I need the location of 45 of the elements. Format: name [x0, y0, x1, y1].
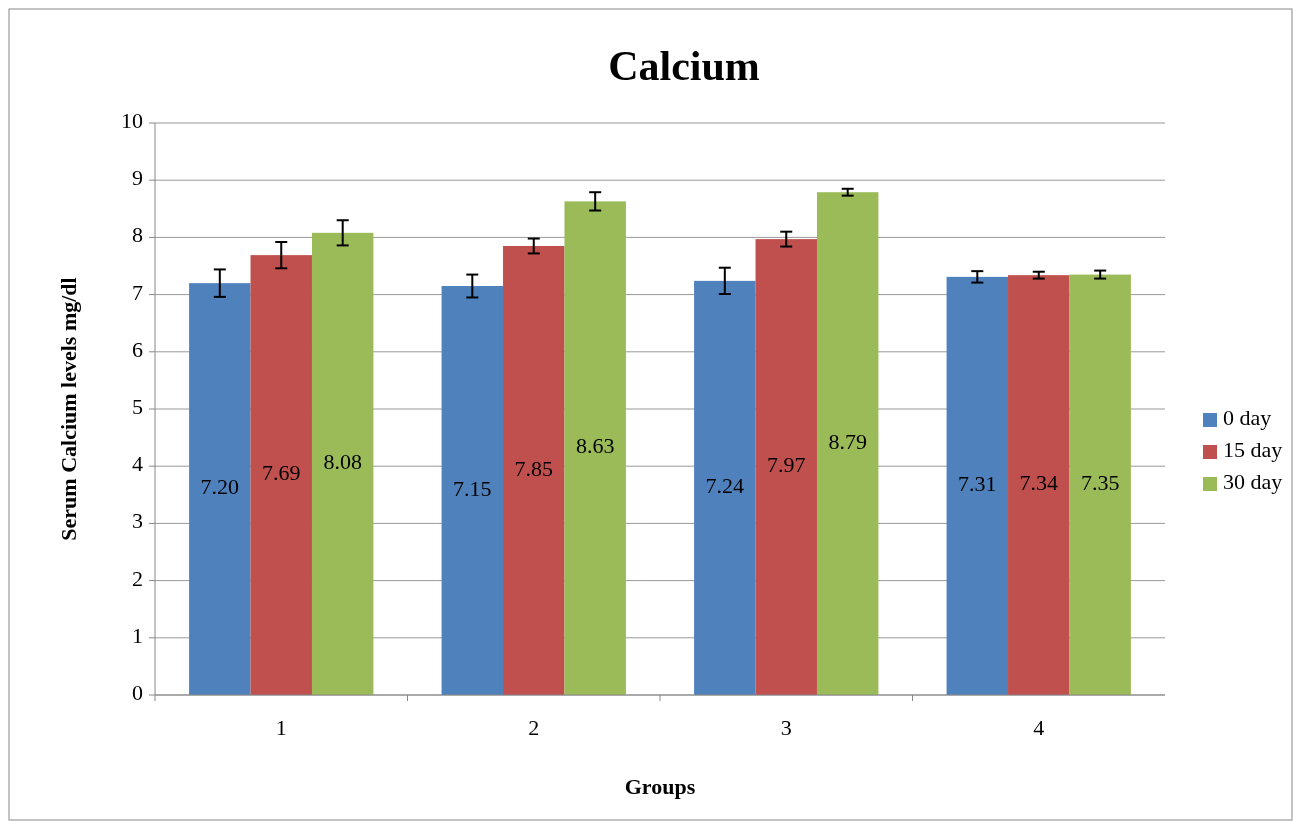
- bar: [250, 255, 312, 695]
- y-tick-label: 0: [132, 680, 143, 706]
- y-tick-label: 8: [132, 222, 143, 248]
- bar: [564, 201, 626, 695]
- data-label: 7.85: [514, 455, 553, 481]
- y-tick-label: 1: [132, 622, 143, 648]
- data-label: 7.34: [1019, 470, 1058, 496]
- data-label: 8.63: [575, 433, 615, 459]
- legend-label: 15 day: [1223, 437, 1283, 463]
- data-label: 7.35: [1080, 469, 1120, 495]
- x-tick-label: 3: [780, 715, 792, 740]
- bar: [311, 232, 374, 695]
- x-tick-label: 1: [275, 715, 287, 740]
- data-label: 8.08: [323, 448, 362, 474]
- bar: [1008, 275, 1070, 695]
- bar: [1069, 274, 1131, 695]
- y-tick-label: 6: [132, 336, 143, 362]
- bar: [189, 283, 251, 695]
- y-axis-title: Serum Calcium levels mg/dl: [56, 277, 81, 541]
- y-tick-label: 7: [132, 279, 143, 305]
- y-tick-label: 2: [132, 565, 143, 591]
- y-tick-label: 9: [132, 165, 143, 191]
- x-tick-label: 2: [528, 715, 540, 740]
- bar: [946, 276, 1009, 695]
- chart-title: Calcium: [608, 43, 760, 89]
- data-label: 7.31: [958, 470, 997, 496]
- y-tick-label: 5: [132, 394, 143, 420]
- x-tick-label: 4: [1033, 715, 1045, 740]
- y-tick-label: 10: [121, 108, 143, 134]
- x-axis-title: Groups: [624, 774, 696, 799]
- bar: [694, 280, 756, 695]
- y-tick-label: 3: [132, 508, 143, 534]
- legend-label: 0 day: [1223, 405, 1272, 431]
- bar: [503, 245, 565, 695]
- data-label: 7.15: [453, 475, 492, 501]
- y-tick-label: 4: [132, 451, 143, 477]
- data-label: 7.69: [262, 460, 301, 486]
- bar: [441, 286, 504, 695]
- data-label: 7.20: [200, 474, 240, 500]
- bar: [755, 239, 817, 695]
- bar: [816, 192, 879, 695]
- data-label: 7.24: [705, 472, 745, 498]
- data-label: 7.97: [767, 452, 806, 478]
- data-label: 8.79: [828, 428, 867, 454]
- legend-label: 30 day: [1223, 469, 1283, 495]
